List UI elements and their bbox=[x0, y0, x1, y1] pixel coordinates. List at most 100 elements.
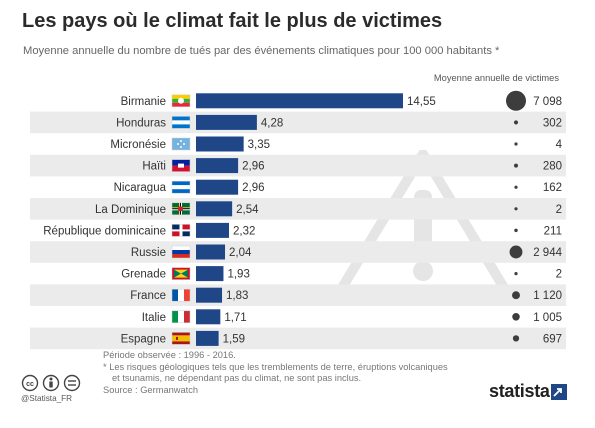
value-label: 2,32 bbox=[233, 225, 255, 237]
bar bbox=[196, 330, 219, 346]
bubble-label: 4 bbox=[556, 139, 563, 151]
bar-row: Haïti 2,96 280 bbox=[30, 154, 566, 177]
bar bbox=[196, 114, 257, 130]
bubble bbox=[509, 245, 523, 259]
bubble bbox=[514, 163, 518, 168]
category-label: Russie bbox=[131, 247, 166, 259]
spain-flag bbox=[171, 332, 191, 345]
bar-row: Russie 2,04 2 944 bbox=[30, 241, 566, 263]
bar-row: Italie 1,71 1 005 bbox=[142, 309, 562, 325]
bubble bbox=[514, 185, 518, 189]
category-label: Italie bbox=[142, 312, 166, 324]
brand-logo: statista bbox=[489, 381, 550, 401]
footnote-line-2: et tsunamis, ne dépendant pas du climat,… bbox=[112, 373, 362, 383]
bubble bbox=[512, 313, 520, 321]
bubble bbox=[513, 120, 519, 125]
bar-row: Espagne 1,59 697 bbox=[30, 327, 566, 350]
value-label: 2,96 bbox=[242, 161, 264, 173]
dominica-flag bbox=[171, 202, 191, 216]
footnote-line-1: * Les risques géologiques tels que les t… bbox=[103, 361, 448, 372]
bar bbox=[196, 136, 244, 152]
category-label: Grenade bbox=[121, 269, 166, 281]
micronesia-flag bbox=[171, 137, 191, 151]
svg-text:cc: cc bbox=[26, 381, 34, 388]
value-label: 1,59 bbox=[223, 333, 245, 345]
value-label: 1,71 bbox=[224, 312, 246, 324]
bubble-label: 302 bbox=[543, 117, 562, 129]
category-label: France bbox=[130, 290, 166, 302]
row-stripe bbox=[30, 154, 566, 177]
social-credit: @Statista_FR bbox=[21, 394, 73, 403]
bar-row: République dominicaine 2,32 211 bbox=[43, 222, 562, 238]
category-label: Honduras bbox=[116, 117, 166, 129]
bubble-label: 1 005 bbox=[533, 312, 562, 324]
category-label: République dominicaine bbox=[43, 225, 166, 237]
myanmar-flag bbox=[171, 94, 191, 108]
row-stripe bbox=[30, 241, 566, 263]
haiti-flag bbox=[171, 159, 191, 172]
source-note: Source : Germanwatch bbox=[103, 384, 199, 395]
value-label: 4,28 bbox=[261, 117, 283, 129]
category-label: Espagne bbox=[121, 333, 166, 345]
bubble-label: 7 098 bbox=[533, 96, 562, 108]
bubble bbox=[514, 272, 518, 276]
bar bbox=[196, 244, 226, 260]
bubble-label: 211 bbox=[544, 225, 562, 237]
bubble-column-header: Moyenne annuelle de victimes bbox=[433, 73, 559, 83]
dominican-republic-flag bbox=[171, 224, 191, 237]
attribution-icon bbox=[42, 374, 60, 392]
category-label: Haïti bbox=[142, 161, 166, 173]
bubble-label: 2 bbox=[556, 204, 562, 216]
creative-commons-icons: cc bbox=[21, 374, 81, 392]
value-label: 2,54 bbox=[236, 204, 259, 216]
russia-flag bbox=[171, 245, 191, 259]
nicaragua-flag bbox=[171, 180, 191, 194]
category-label: La Dominique bbox=[95, 204, 166, 216]
grenada-flag bbox=[171, 267, 191, 280]
bubble bbox=[514, 207, 518, 211]
row-stripe bbox=[30, 198, 566, 220]
bar bbox=[196, 222, 230, 238]
bubble-label: 697 bbox=[543, 333, 562, 345]
bar bbox=[196, 179, 239, 195]
value-label: 3,35 bbox=[248, 139, 270, 151]
bar bbox=[196, 287, 223, 303]
value-label: 2,04 bbox=[229, 247, 252, 259]
row-stripe bbox=[30, 111, 566, 134]
bubble bbox=[512, 335, 520, 342]
bar bbox=[196, 201, 233, 217]
bubble-label: 2 944 bbox=[533, 247, 562, 259]
honduras-flag bbox=[171, 116, 191, 129]
row-stripe bbox=[30, 327, 566, 350]
category-label: Birmanie bbox=[121, 96, 166, 108]
footnotes: Période observée : 1996 - 2016. * Les ri… bbox=[103, 350, 448, 396]
bar-row: La Dominique 2,54 2 bbox=[30, 198, 566, 220]
bubble-label: 2 bbox=[556, 269, 562, 281]
bar-row: France 1,83 1 120 bbox=[30, 284, 566, 306]
bar-row: Honduras 4,28 302 bbox=[30, 111, 566, 134]
bubble bbox=[512, 291, 520, 300]
period-note: Période observée : 1996 - 2016. bbox=[103, 350, 236, 360]
bar-row: Nicaragua 2,96 162 bbox=[114, 179, 562, 195]
bubble bbox=[506, 90, 526, 111]
bar bbox=[196, 158, 239, 174]
value-label: 2,96 bbox=[242, 182, 264, 194]
value-label: 1,83 bbox=[226, 290, 248, 302]
no-derivatives-icon bbox=[63, 374, 81, 392]
bar-row: Micronésie 3,35 4 bbox=[110, 136, 563, 152]
bubble-label: 1 120 bbox=[533, 290, 562, 302]
chart-title: Les pays où le climat fait le plus de vi… bbox=[22, 10, 443, 32]
bubble-label: 280 bbox=[543, 161, 562, 173]
bar bbox=[196, 93, 403, 109]
bar bbox=[196, 309, 221, 325]
bubble bbox=[514, 228, 518, 233]
bubble-label: 162 bbox=[543, 182, 562, 194]
category-label: Nicaragua bbox=[114, 182, 167, 194]
category-label: Micronésie bbox=[110, 139, 166, 151]
cc-icon bbox=[21, 374, 39, 392]
chart-subtitle: Moyenne annuelle du nombre de tués par d… bbox=[23, 45, 500, 57]
row-stripe bbox=[30, 284, 566, 306]
bar bbox=[196, 266, 224, 282]
france-flag bbox=[171, 288, 191, 302]
